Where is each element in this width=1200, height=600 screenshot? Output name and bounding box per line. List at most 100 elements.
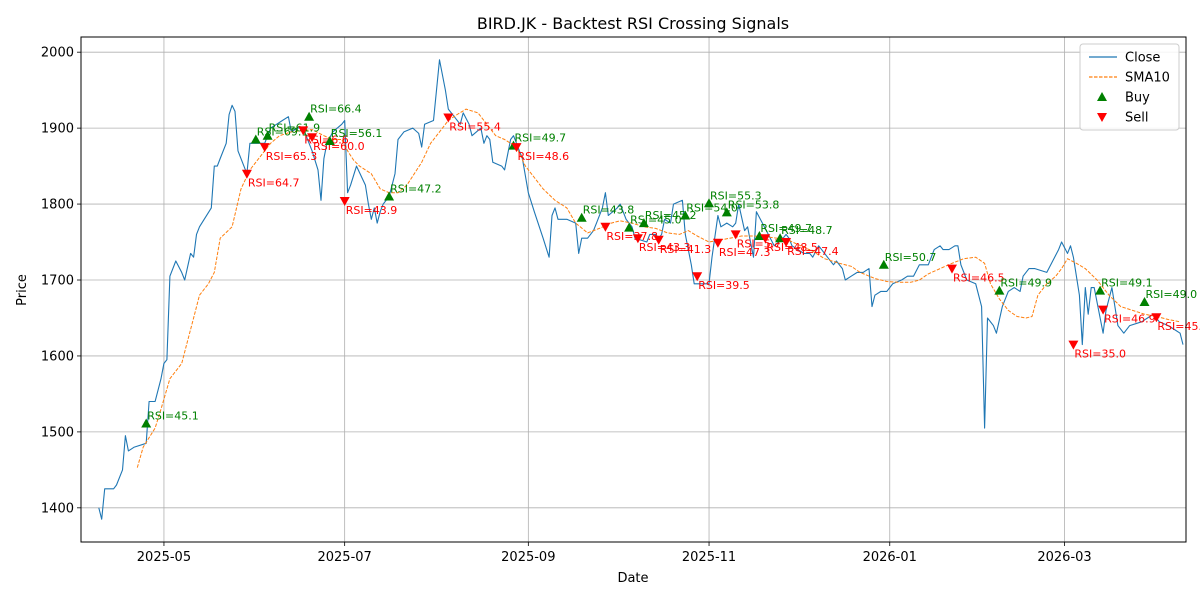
sell-marker — [947, 264, 957, 274]
buy-marker — [721, 207, 732, 217]
x-tick-label: 2025-05 — [137, 550, 191, 565]
legend-box — [1079, 43, 1180, 131]
buy-marker — [250, 134, 261, 144]
sell-marker — [1151, 313, 1162, 323]
buy-signal-label: RSI=49.7 — [760, 222, 812, 235]
buy-signal-label: RSI=49.0 — [1146, 288, 1198, 301]
y-tick-label: 1900 — [41, 122, 74, 137]
buy-marker — [576, 212, 587, 222]
x-axis: 2025-05 2025-07 2025-09 2025-11 2026-01 2026-… — [137, 542, 1092, 565]
sell-signal-label: RSI=41.3 — [660, 243, 712, 256]
legend: Close SMA10 Buy Sell — [1079, 43, 1180, 131]
sell-marker — [760, 234, 771, 244]
y-tick-label: 1800 — [41, 198, 74, 213]
buy-signal-label: RSI=66.4 — [310, 103, 362, 116]
sell-marker — [692, 272, 703, 282]
sell-signal-label: RSI=46.5 — [953, 272, 1005, 285]
series-line-sma — [136, 108, 1181, 468]
sell-marker — [600, 222, 611, 232]
buy-signal-label: RSI=49.1 — [1101, 277, 1153, 290]
legend-swatch-sell — [1097, 113, 1107, 122]
buy-marker — [304, 111, 315, 121]
buy-marker — [1139, 297, 1150, 306]
y-tick-label: 1400 — [41, 501, 74, 516]
sell-signal-label: RSI=35.0 — [1074, 348, 1126, 361]
y-tick-label: 1600 — [41, 349, 74, 364]
sell-marker — [259, 143, 270, 153]
buy-marker — [624, 222, 635, 232]
x-axis-title: Date — [617, 571, 648, 586]
sell-marker — [632, 234, 643, 244]
sell-marker — [1068, 340, 1079, 350]
x-tick-label: 2026-03 — [1037, 550, 1091, 565]
buy-marker — [262, 130, 273, 140]
sell-marker — [443, 113, 454, 123]
buy-marker — [638, 218, 649, 228]
buy-signal-label: RSI=49.7 — [515, 132, 567, 145]
sell-signal-label: RSI=39.5 — [698, 279, 750, 292]
y-tick-label: 2000 — [41, 46, 74, 61]
legend-label-sma: SMA10 — [1125, 71, 1170, 86]
buy-marker — [141, 418, 152, 428]
sell-signal-label: RSI=5.7 — [737, 237, 782, 250]
sell-signal-label: RSI=43.3 — [639, 241, 691, 254]
x-tick-label: 2025-09 — [501, 550, 555, 565]
y-axis: 1400 1500 1600 1700 1800 1900 2000 — [41, 46, 81, 516]
sell-signal-label: RSI=6.6 — [304, 133, 349, 146]
legend-swatch-buy — [1097, 92, 1107, 101]
sell-signal-label: RSI=48.6 — [518, 150, 570, 163]
sell-signal-label: RSI=43.9 — [346, 204, 398, 217]
buy-marker — [324, 136, 335, 145]
buy-marker — [878, 259, 889, 269]
sell-marker — [730, 230, 741, 240]
buy-marker — [754, 231, 765, 240]
buy-signal-label: RSI=55.3 — [710, 189, 762, 202]
buy-signal-label: RSI=56.1 — [331, 127, 383, 140]
buy-signal-label: RSI=45.1 — [147, 410, 199, 423]
sell-signal-label: RSI=47.3 — [719, 246, 771, 259]
buy-signal-label: RSI=49.9 — [1000, 277, 1052, 290]
chart-title: BIRD.JK - Backtest RSI Crossing Signals — [477, 14, 789, 33]
buy-marker — [384, 191, 395, 201]
buy-signal-label: RSI=50.7 — [885, 251, 937, 264]
legend-label-close: Close — [1125, 51, 1160, 66]
sell-marker — [511, 143, 522, 153]
plot-frame — [80, 36, 1187, 543]
y-tick-label: 1500 — [41, 425, 74, 440]
sell-marker — [298, 126, 309, 136]
sell-signal-label: RSI=47.4 — [787, 245, 839, 258]
sell-marker — [781, 238, 792, 247]
buy-signal-label: RSI=53.8 — [728, 198, 780, 211]
sell-marker — [1098, 305, 1109, 315]
sell-signal-label: RSI=55.4 — [449, 121, 501, 134]
sell-marker — [653, 235, 664, 245]
sell-signal-label: RSI=64.7 — [248, 177, 300, 190]
buy-signal-label: RSI=48.7 — [781, 224, 833, 237]
sell-marker — [339, 197, 350, 206]
sell-signal-label: RSI=37.8 — [606, 230, 658, 243]
grid — [81, 37, 1186, 542]
y-tick-label: 1700 — [41, 274, 74, 289]
buy-marker — [994, 285, 1005, 295]
sell-signal-label: RSI=45.9 — [1157, 320, 1200, 333]
sell-signal-label: RSI=60.0 — [313, 140, 365, 153]
legend-label-buy: Buy — [1125, 91, 1150, 106]
buy-signal-label: RSI=61.9 — [269, 122, 321, 135]
buy-marker — [704, 198, 714, 208]
buy-signal-label: RSI=43.8 — [583, 204, 635, 217]
sell-marker — [241, 169, 252, 179]
legend-label-sell: Sell — [1125, 111, 1148, 126]
x-tick-label: 2025-07 — [317, 550, 371, 565]
sell-signal-label: RSI=46.9 — [1104, 313, 1156, 326]
buy-marker — [1095, 285, 1106, 295]
y-axis-title: Price — [15, 274, 30, 306]
x-tick-label: 2026-01 — [863, 550, 917, 565]
sell-marker — [307, 133, 318, 143]
sell-marker — [712, 238, 723, 248]
sell-signal-label: RSI=65.3 — [266, 150, 318, 163]
x-tick-label: 2025-11 — [682, 550, 736, 565]
signals: RSI=45.1RSI=64.7RSI=69.1RSI=65.3RSI=61.9… — [141, 103, 1200, 428]
buy-marker — [680, 210, 691, 220]
